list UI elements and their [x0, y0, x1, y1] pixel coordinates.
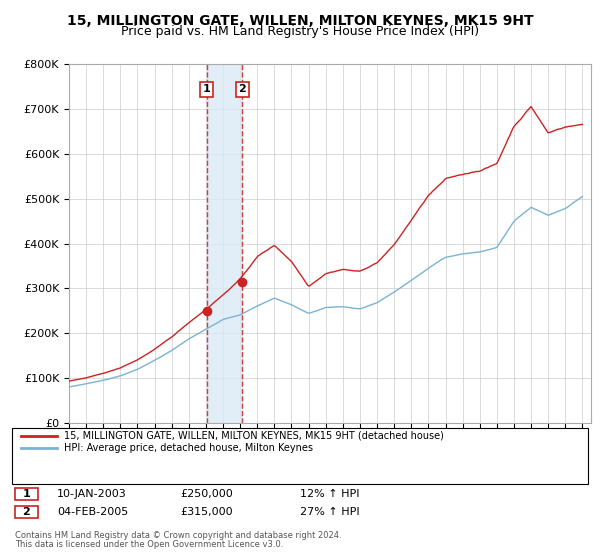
Text: 1: 1 — [23, 489, 30, 499]
Text: 04-FEB-2005: 04-FEB-2005 — [57, 507, 128, 517]
Text: £315,000: £315,000 — [180, 507, 233, 517]
Text: 15, MILLINGTON GATE, WILLEN, MILTON KEYNES, MK15 9HT (detached house): 15, MILLINGTON GATE, WILLEN, MILTON KEYN… — [64, 431, 444, 441]
Text: £250,000: £250,000 — [180, 489, 233, 499]
Text: This data is licensed under the Open Government Licence v3.0.: This data is licensed under the Open Gov… — [15, 540, 283, 549]
Text: 2: 2 — [23, 507, 30, 517]
Text: 27% ↑ HPI: 27% ↑ HPI — [300, 507, 359, 517]
Text: Contains HM Land Registry data © Crown copyright and database right 2024.: Contains HM Land Registry data © Crown c… — [15, 531, 341, 540]
Text: 2: 2 — [238, 85, 246, 95]
Text: 1: 1 — [203, 85, 211, 95]
Text: HPI: Average price, detached house, Milton Keynes: HPI: Average price, detached house, Milt… — [64, 443, 313, 453]
Bar — [206, 64, 242, 423]
Text: Price paid vs. HM Land Registry's House Price Index (HPI): Price paid vs. HM Land Registry's House … — [121, 25, 479, 38]
Text: 10-JAN-2003: 10-JAN-2003 — [57, 489, 127, 499]
Text: 15, MILLINGTON GATE, WILLEN, MILTON KEYNES, MK15 9HT: 15, MILLINGTON GATE, WILLEN, MILTON KEYN… — [67, 14, 533, 28]
Text: 12% ↑ HPI: 12% ↑ HPI — [300, 489, 359, 499]
